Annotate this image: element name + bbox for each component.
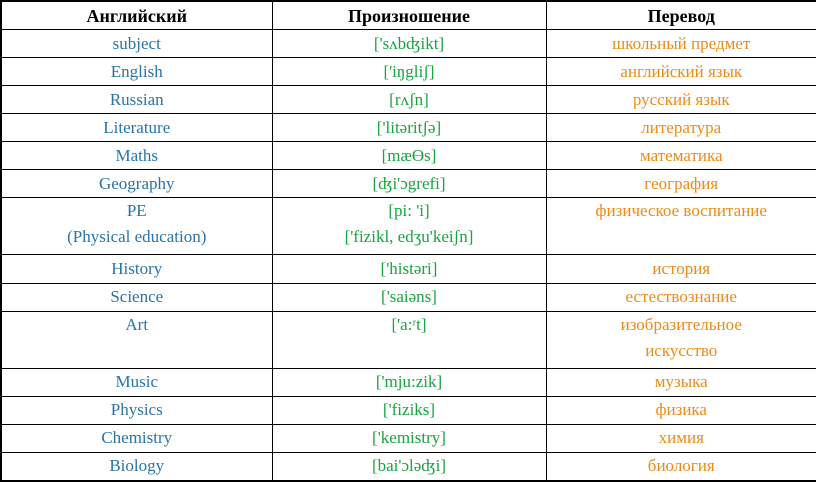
cell-english-word: Music	[0, 367, 273, 397]
cell-translation: английский язык	[545, 57, 816, 87]
cell-translation: музыка	[545, 367, 816, 397]
table-row: Russian [rʌʃn] русский язык	[0, 85, 816, 115]
cell-english-word: Chemistry	[0, 423, 273, 453]
cell-pronunciation: ['histəri]	[271, 254, 547, 284]
cell-pronunciation: [bai'ɔləʤi]	[271, 451, 547, 482]
cell-pronunciation: ['mju:zik]	[271, 367, 547, 397]
cell-pronunciation: [rʌʃn]	[271, 85, 547, 115]
table-row: PE (Physical education) [pi: 'i] ['fizik…	[0, 197, 816, 256]
cell-english-word: Art	[0, 310, 273, 369]
cell-english-word: Physics	[0, 395, 273, 425]
cell-english-word: Maths	[0, 141, 273, 171]
table-row: Maths [mæƟs] математика	[0, 141, 816, 171]
cell-translation: физическое воспитание	[545, 197, 816, 256]
cell-english-word: Science	[0, 282, 273, 312]
table-row: Music ['mju:zik] музыка	[0, 367, 816, 397]
cell-translation: школьный предмет	[545, 29, 816, 59]
cell-english-word: Biology	[0, 451, 273, 482]
cell-translation: биология	[545, 451, 816, 482]
cell-english-word: Literature	[0, 113, 273, 143]
cell-english-word: Russian	[0, 85, 273, 115]
header-row: Английский Произношение Перевод	[0, 0, 816, 31]
cell-english-word: PE (Physical education)	[0, 197, 273, 256]
cell-english-word: English	[0, 57, 273, 87]
cell-pronunciation: [pi: 'i] ['fizikl, edʒu'keiʃn]	[271, 197, 547, 256]
table-row: Chemistry ['kemistry] химия	[0, 423, 816, 453]
cell-translation: химия	[545, 423, 816, 453]
table-row: History ['histəri] история	[0, 254, 816, 284]
table-row: Geography [ʤi'ɔgrefi] география	[0, 169, 816, 199]
cell-translation: физика	[545, 395, 816, 425]
cell-translation: математика	[545, 141, 816, 171]
cell-pronunciation: [mæƟs]	[271, 141, 547, 171]
cell-translation: история	[545, 254, 816, 284]
cell-translation: география	[545, 169, 816, 199]
cell-pronunciation: ['saiəns]	[271, 282, 547, 312]
cell-pronunciation: ['iŋgliʃ]	[271, 57, 547, 87]
cell-english-word: History	[0, 254, 273, 284]
table-row: English ['iŋgliʃ] английский язык	[0, 57, 816, 87]
cell-translation: русский язык	[545, 85, 816, 115]
header-pronunciation: Произношение	[271, 0, 547, 31]
table-row: Art ['a:ʳt] изобразительное искусство	[0, 310, 816, 369]
cell-translation: естествознание	[545, 282, 816, 312]
cell-english-word: Geography	[0, 169, 273, 199]
cell-pronunciation: ['sʌbʤikt]	[271, 29, 547, 59]
table-row: Literature ['litəritʃə] литература	[0, 113, 816, 143]
cell-pronunciation: [ʤi'ɔgrefi]	[271, 169, 547, 199]
cell-pronunciation: ['litəritʃə]	[271, 113, 547, 143]
cell-pronunciation: ['kemistry]	[271, 423, 547, 453]
header-english: Английский	[0, 0, 273, 31]
cell-translation: литература	[545, 113, 816, 143]
cell-english-word: subject	[0, 29, 273, 59]
table-row: Physics ['fiziks] физика	[0, 395, 816, 425]
header-translation: Перевод	[545, 0, 816, 31]
table-row: Biology [bai'ɔləʤi] биология	[0, 451, 816, 482]
table-row: subject ['sʌbʤikt] школьный предмет	[0, 29, 816, 59]
cell-pronunciation: ['fiziks]	[271, 395, 547, 425]
cell-translation: изобразительное искусство	[545, 310, 816, 369]
cell-pronunciation: ['a:ʳt]	[271, 310, 547, 369]
table-row: Science ['saiəns] естествознание	[0, 282, 816, 312]
